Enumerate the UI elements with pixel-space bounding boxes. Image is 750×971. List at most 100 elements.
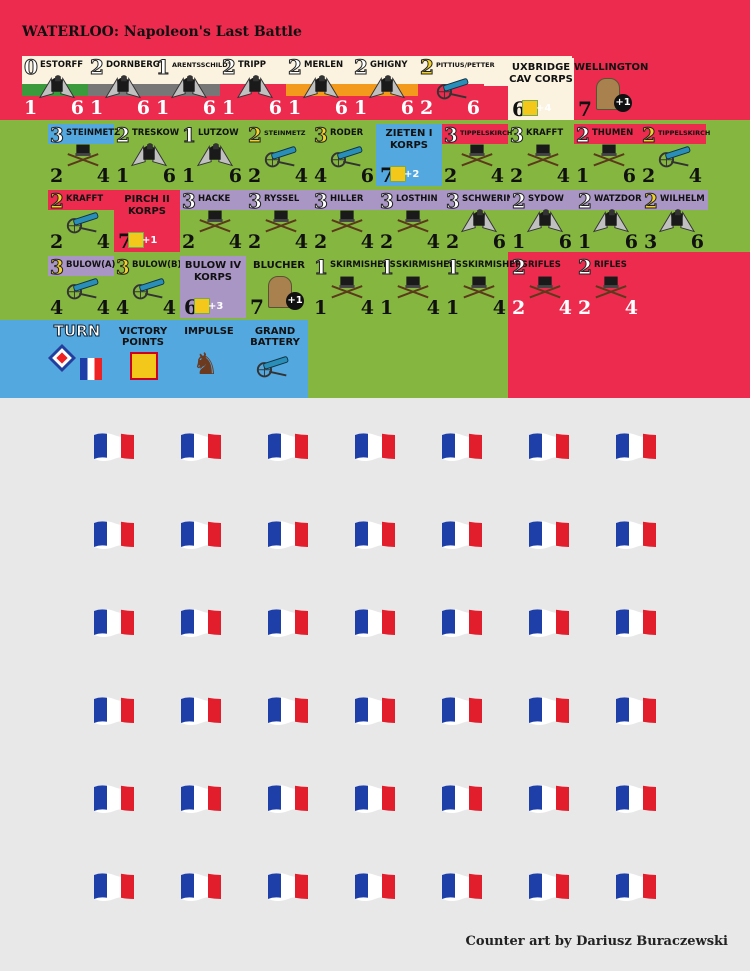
unit-counter-sydow[interactable]: 2 SYDOW 1 6 (510, 190, 576, 252)
hq-name: ZIETEN I KORPS (385, 128, 433, 151)
unit-name: STEINMETZ (264, 129, 306, 137)
french-flag-icon (355, 872, 395, 902)
unit-movement: 4 (294, 165, 308, 187)
unit-movement: 4 (162, 297, 176, 319)
unit-name: BULOW(A) (66, 260, 116, 270)
unit-counter-hiller[interactable]: 3 HILLER 2 4 (312, 190, 378, 252)
unit-counter-wilhelm[interactable]: 2 WILHELM 3 6 (642, 190, 708, 252)
french-flag-icon (355, 520, 395, 550)
infantry-icon (460, 274, 498, 300)
infantry-icon (592, 274, 630, 300)
unit-movement: 4 (490, 165, 504, 187)
pirch-hq-counter[interactable]: PIRCH II KORPS 7 +1 (114, 190, 180, 252)
unit-counter-lutzow[interactable]: 1 LUTZOW 1 6 (180, 124, 246, 187)
unit-counter-roder[interactable]: 3 RODER 4 6 (312, 124, 378, 187)
french-flag-icon (616, 784, 656, 814)
unit-counter-krafft[interactable]: 2 KRAFFT 2 4 (48, 190, 114, 252)
victory-banner-icon (130, 352, 158, 380)
unit-name: STEINMETZ (66, 128, 121, 138)
hq-modifier: +1 (614, 94, 632, 112)
hq-modifier: +3 (208, 301, 224, 312)
artillery-icon (328, 142, 366, 168)
unit-counter-bulow-a-[interactable]: 3 BULOW(A) 4 4 (48, 256, 116, 318)
unit-rating: 2 (578, 189, 593, 213)
counter-banner (642, 190, 708, 210)
cavalry-icon (592, 208, 630, 234)
unit-counter-tippelskirch[interactable]: 3 TIPPELSKIRCH 2 4 (442, 124, 512, 187)
unit-rating: 2 (644, 189, 659, 213)
unit-counter-rifles[interactable]: 2 RIFLES 2 4 (576, 256, 642, 319)
uxbridge-hq-counter[interactable]: UXBRIDGE CAV CORPS 6 +4 (508, 58, 574, 120)
unit-counter-watzdorff[interactable]: 2 WATZDORFF 1 6 (576, 189, 653, 253)
cavalry-icon (526, 208, 564, 234)
unit-counter-dornberg[interactable]: 2 DORNBERG 1 6 (88, 56, 160, 119)
unit-counter-merlen[interactable]: 2 MERLEN 1 6 (286, 56, 352, 119)
french-flag-icon (355, 608, 395, 638)
unit-name: KRAFFT (526, 128, 564, 138)
counter-banner (48, 256, 114, 276)
unit-counter-krafft[interactable]: 3 KRAFFT 2 4 (508, 124, 574, 187)
unit-counter-arentsschildt[interactable]: 1 ARENTSSCHILDT 1 6 (154, 56, 233, 119)
cavalry-icon (460, 208, 498, 234)
blucher-hq-counter[interactable]: BLUCHER 7 +1 (246, 256, 312, 318)
unit-strength: 1 (288, 97, 302, 119)
zieten-hq-counter[interactable]: ZIETEN I KORPS 7 +2 (376, 124, 442, 186)
unit-rating: 3 (182, 189, 197, 213)
unit-counter-estorff[interactable]: 0 ESTORFF 1 6 (22, 56, 88, 119)
counter-banner (312, 190, 378, 210)
unit-counter-ghigny[interactable]: 2 GHIGNY 1 6 (352, 56, 418, 119)
french-flag-icon (616, 696, 656, 726)
unit-rating: 1 (314, 255, 329, 279)
unit-movement: 6 (268, 97, 282, 119)
unit-counter-skirmishers[interactable]: 1 SKIRMISHERS 1 4 (312, 255, 396, 319)
unit-counter-treskow[interactable]: 2 TRESKOW 1 6 (114, 124, 180, 187)
wellington-hq-counter[interactable]: WELLINGTON 7 +1 (574, 58, 648, 121)
marker-victory[interactable]: VICTORY POINTS (108, 322, 178, 392)
french-flag-icon (268, 608, 308, 638)
hq-modifier: +2 (404, 169, 420, 180)
hq-value: 7 (578, 97, 592, 121)
unit-rating: 2 (222, 55, 237, 79)
unit-movement: 6 (622, 165, 636, 187)
french-flag-icon (181, 696, 221, 726)
unit-counter-schwerin[interactable]: 3 SCHWERIN 2 6 (444, 190, 513, 252)
unit-strength: 2 (50, 165, 64, 187)
unit-counter-losthin[interactable]: 3 LOSTHIN 2 4 (378, 190, 444, 252)
french-flag-icon (616, 520, 656, 550)
french-flag-icon (268, 872, 308, 902)
unit-strength: 1 (578, 231, 592, 253)
unit-counter-skirmishers[interactable]: 1 SKIRMISHERS 1 4 (444, 256, 528, 319)
hq-value: 7 (250, 295, 264, 319)
unit-name: KRAFFT (66, 194, 104, 204)
marker-battery[interactable]: GRAND BATTERY (240, 322, 310, 392)
french-flag-icon (94, 872, 134, 902)
hq-name: UXBRIDGE CAV CORPS (509, 62, 573, 85)
unit-counter-steinmetz[interactable]: 2 STEINMETZ 2 4 (246, 124, 312, 187)
hq-name: BLUCHER (253, 260, 305, 271)
unit-counter-skirmishers[interactable]: 1 SKIRMISHERS 1 4 (378, 256, 462, 319)
french-flag-icon (94, 784, 134, 814)
unit-counter-rifles[interactable]: 2 RIFLES 2 4 (510, 256, 576, 319)
unit-counter-steinmetz[interactable]: 3 STEINMETZ 2 4 (48, 124, 121, 187)
counter-banner (576, 190, 642, 210)
unit-counter-thumen[interactable]: 2 THUMEN 1 6 (574, 124, 640, 186)
unit-counter-ryssel[interactable]: 3 RYSSEL 2 4 (246, 190, 312, 252)
unit-counter-tippelskirch[interactable]: 2 TIPPELSKIRCH 2 4 (640, 124, 710, 186)
marker-impulse[interactable]: IMPULSE ♞ (174, 322, 244, 392)
marker-turn[interactable]: TURN (42, 322, 112, 392)
bulow-hq-counter[interactable]: BULOW IV KORPS 6 +3 (180, 256, 246, 318)
unit-counter-hacke[interactable]: 3 HACKE 2 4 (180, 190, 246, 252)
unit-strength: 2 (380, 231, 394, 253)
unit-name: SKIRMISHERS (396, 260, 462, 270)
french-flag-icon (94, 696, 134, 726)
cavalry-icon (38, 74, 76, 100)
unit-movement: 4 (624, 297, 638, 319)
french-flag-icon (442, 872, 482, 902)
unit-movement: 4 (556, 165, 570, 187)
unit-counter-pittius-petter[interactable]: 2 PITTIUS/PETTER 2 6 (418, 56, 495, 119)
unit-counter-tripp[interactable]: 2 TRIPP 1 6 (220, 55, 286, 119)
unit-movement: 6 (690, 231, 704, 253)
french-flag-icon (442, 520, 482, 550)
unit-counter-bulow-b-[interactable]: 3 BULOW(B) 4 4 (114, 256, 182, 319)
artillery-icon (130, 274, 168, 300)
